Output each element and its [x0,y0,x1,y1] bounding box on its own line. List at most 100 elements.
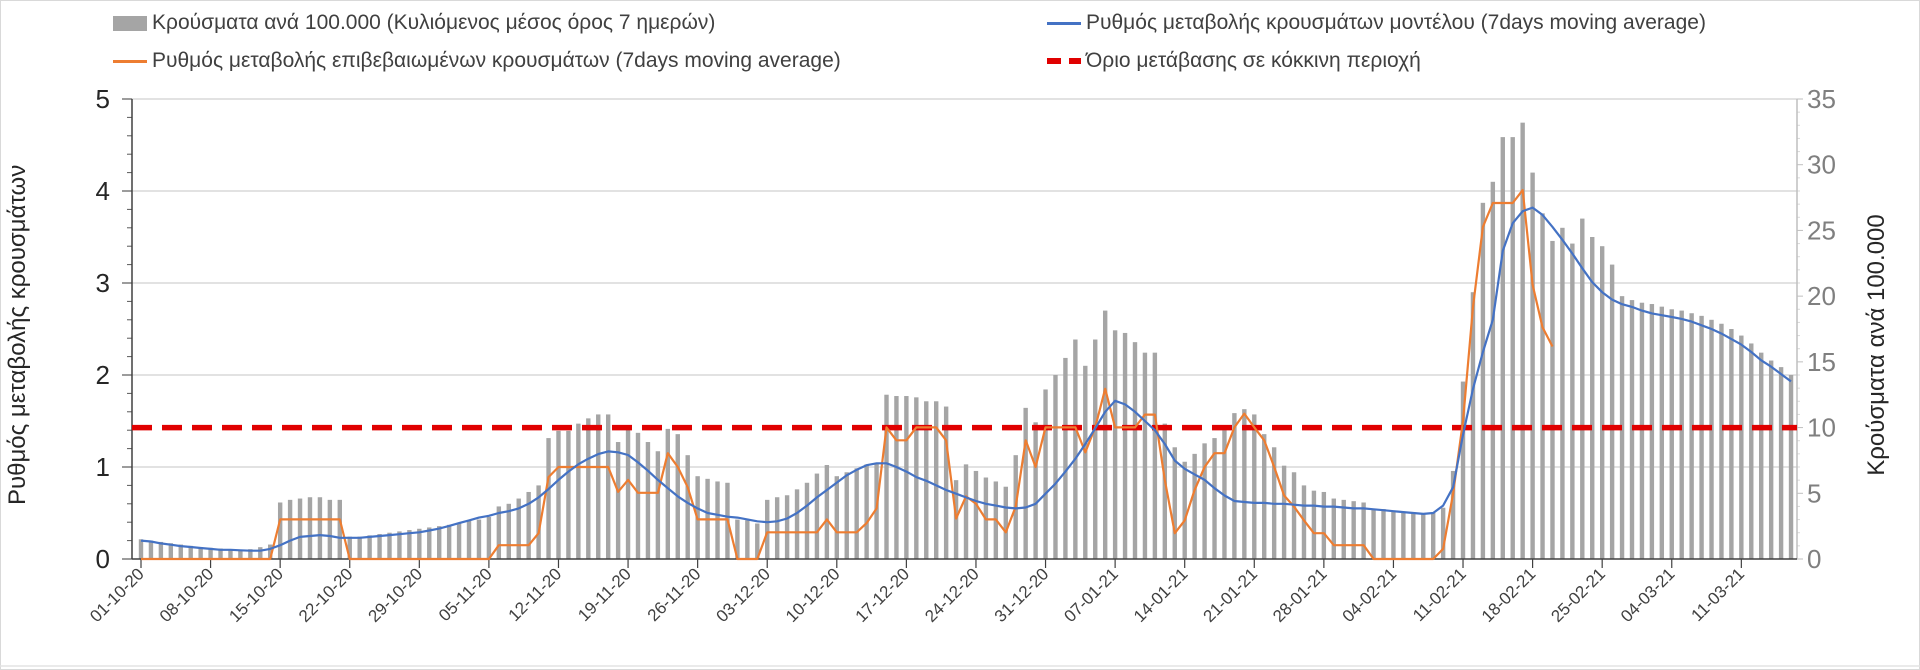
bar-cases [357,536,362,559]
bar-cases [1182,461,1187,559]
bar-cases [188,545,193,559]
bar-cases [1659,306,1665,559]
bar-cases [824,465,830,559]
bar-cases [1023,407,1028,559]
bar-cases [1132,342,1138,559]
bar-cases [506,503,511,559]
bar-cases [1212,438,1217,559]
bar-cases [1093,339,1098,559]
bar-cases [1749,343,1754,559]
bar-cases [556,430,561,559]
bar-cases [1281,465,1287,559]
bar-cases [745,520,750,559]
legend-item-confirmed-rate: Ρυθμός μεταβολής επιβεβαιωμένων κρουσμάτ… [113,49,841,73]
bar-cases [367,535,372,559]
bar-cases [1510,137,1515,559]
bar-cases [546,438,551,559]
x-tick-label: 31-12-20 [991,564,1053,626]
bar-cases [317,497,323,559]
bar-cases [1709,319,1714,559]
bar-cases [1530,172,1535,559]
bar-cases [228,549,233,559]
bar-cases [1599,246,1605,559]
x-tick-label: 12-11-20 [505,564,566,625]
bar-cases [655,451,661,559]
bar-cases [615,442,621,559]
bar-cases [1351,501,1356,559]
bar-cases [1440,507,1446,559]
bar-cases [446,524,452,559]
y-right-tick-label: 20 [1807,281,1836,311]
y-left-tick-label: 4 [96,176,110,206]
y-left-tick-label: 0 [96,544,110,574]
bar-cases [765,499,770,559]
bar-cases [1083,365,1088,559]
bar-cases [1739,335,1744,559]
x-tick-label: 07-01-21 [1060,564,1122,626]
legend-label-model-rate: Ρυθμός μεταβολής κρουσμάτων μοντέλου (7d… [1086,11,1706,34]
bar-cases [1520,122,1525,560]
legend-label-threshold: Όριο μετάβασης σε κόκκινη περιοχή [1086,49,1421,72]
y-left-tick-label: 1 [96,452,110,482]
bar-cases [1242,409,1247,559]
x-tick-label: 11-03-21 [1688,564,1749,625]
bar-cases [645,442,651,559]
bar-cases [1719,323,1724,559]
bar-cases [864,464,869,559]
bar-cases [814,473,820,559]
bar-cases [1122,332,1128,559]
bar-cases [1381,509,1386,559]
x-tick-label: 11-02-21 [1409,564,1470,625]
x-tick-label: 29-10-20 [365,564,427,626]
bar-cases [576,423,581,559]
bar-cases [536,485,541,559]
bar-cases [586,418,591,559]
bar-cases [685,455,690,559]
bar-cases [1291,472,1297,559]
y-right-tick-label: 25 [1807,215,1836,245]
bar-cases [148,540,154,559]
bar-cases [476,519,482,559]
x-tick-label: 22-10-20 [295,564,357,626]
bar-cases [198,547,203,559]
bar-cases [1142,352,1148,559]
x-tick-label: 18-02-21 [1478,564,1540,626]
bar-cases [1431,513,1436,559]
bar-cases [1560,227,1565,560]
confirmed-rate-line [141,189,1554,561]
x-tick-label: 17-12-20 [852,564,914,626]
bar-cases [973,470,979,559]
bar-cases [1788,375,1794,559]
bar-cases [456,523,462,559]
bar-cases [1421,513,1426,559]
bar-cases [178,544,183,559]
bar-cases [1470,292,1476,559]
bar-cases [1361,502,1366,559]
bar-cases [1699,315,1704,559]
bar-cases [1480,202,1486,560]
legend-item-cases: Κρούσματα ανά 100.000 (Κυλιόμενος μέσος … [113,11,715,35]
bar-cases [1391,511,1396,559]
bar-cases [248,549,253,559]
bar-cases [1252,414,1257,559]
y-left-tick-label: 2 [96,360,110,390]
y-right-tick-label: 10 [1807,413,1836,443]
bar-cases [377,534,382,559]
legend-item-model-rate: Ρυθμός μεταβολής κρουσμάτων μοντέλου (7d… [1047,11,1706,35]
bar-cases [794,489,800,559]
bar-cases [1232,413,1237,559]
bar-cases [387,532,392,559]
bar-cases [566,430,571,559]
y-right-tick-label: 0 [1807,544,1821,574]
bar-cases [287,499,293,559]
bar-cases [1401,513,1406,559]
y-right-tick-label: 30 [1807,150,1836,180]
y-right-tick-label: 15 [1807,347,1836,377]
bar-cases [1371,509,1376,559]
bar-cases [904,396,909,559]
bar-cases [347,536,352,559]
legend-swatch-blue-line [1047,21,1081,25]
legend-swatch-orange-line [113,59,147,63]
x-tick-label: 15-10-20 [225,564,287,626]
bar-cases [1202,443,1207,559]
